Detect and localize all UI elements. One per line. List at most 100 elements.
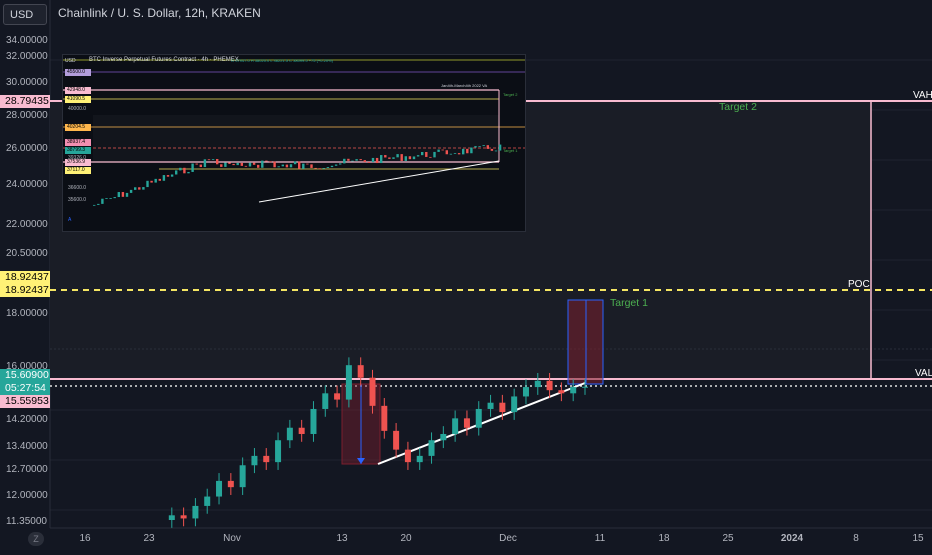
price-tick: 12.70000 xyxy=(6,464,48,475)
inset-candle xyxy=(306,163,309,165)
target2-label: Target 2 xyxy=(719,101,757,113)
inset-tick: 39326.0 xyxy=(68,155,87,161)
inset-badge: 45500.0 xyxy=(65,69,91,76)
time-tick: 15 xyxy=(912,533,924,544)
inset-candle xyxy=(146,180,149,188)
inset-range-label: Jan4th-March4th 2022 VA xyxy=(441,83,488,88)
inset-candle xyxy=(207,159,211,161)
candle-body xyxy=(298,427,305,434)
inset-candle xyxy=(474,146,477,148)
candle-body xyxy=(546,380,553,391)
currency-button[interactable]: USD xyxy=(3,4,47,25)
symbol-title[interactable]: Chainlink / U. S. Dollar, 12h, KRAKEN xyxy=(58,6,261,20)
inset-candle xyxy=(359,159,362,161)
val-price-badge: 15.55953 xyxy=(0,395,50,408)
val-label: VAL xyxy=(915,368,932,379)
candle-body xyxy=(487,402,494,409)
time-tick: 16 xyxy=(79,533,91,544)
inset-candle xyxy=(351,160,354,162)
inset-candle xyxy=(134,187,137,190)
inset-candle xyxy=(433,151,436,158)
top-bar: USD Chainlink / U. S. Dollar, 12h, KRAKE… xyxy=(0,0,932,28)
inset-candle xyxy=(400,154,403,161)
price-tick: 16.00000 xyxy=(6,361,48,372)
candle-body xyxy=(204,496,211,506)
time-tick: 13 xyxy=(336,533,348,544)
inset-badge: 37536.9 xyxy=(65,159,91,166)
inset-candle xyxy=(330,165,334,168)
candle-body xyxy=(428,440,435,456)
candle-body xyxy=(522,387,529,397)
time-tick: 2024 xyxy=(780,533,804,544)
inset-candle xyxy=(158,178,161,181)
candle-body xyxy=(216,480,223,497)
candle-body xyxy=(227,480,234,488)
time-tick: 18 xyxy=(658,533,670,544)
inset-target1-label: Target 1 xyxy=(503,148,518,153)
candle-body xyxy=(511,396,518,413)
inset-candle xyxy=(240,162,243,166)
inset-candle xyxy=(347,158,350,161)
inset-candle xyxy=(404,156,407,161)
inset-candle xyxy=(416,155,420,157)
inset-candle xyxy=(490,148,494,151)
inset-candle xyxy=(273,161,276,168)
inset-candle xyxy=(375,157,379,164)
inset-candle xyxy=(142,187,145,190)
price-tick: 14.20000 xyxy=(6,414,48,425)
inset-candle xyxy=(248,162,252,167)
inset-candle xyxy=(154,178,157,183)
inset-candle xyxy=(269,161,272,163)
price-tick: 20.50000 xyxy=(6,248,48,259)
inset-candle xyxy=(343,158,346,164)
candle-body xyxy=(475,408,482,428)
btc-inset-svg xyxy=(63,59,525,206)
time-tick: 25 xyxy=(722,533,734,544)
inset-candle xyxy=(445,150,448,155)
candle-body xyxy=(558,390,565,394)
inset-candle xyxy=(170,174,174,177)
inset-candle xyxy=(412,156,416,160)
inset-candle xyxy=(326,167,330,169)
inset-candle xyxy=(371,157,375,163)
poc-label: POC xyxy=(848,279,870,290)
candle-body xyxy=(251,455,258,466)
candle-body xyxy=(275,440,282,463)
inset-badge: 40204.5 xyxy=(65,124,91,131)
candle-body xyxy=(168,515,175,520)
candle-body xyxy=(180,515,187,519)
inset-badge: 37117.0 xyxy=(65,167,91,174)
vah-price-badge: 28.79435 xyxy=(0,95,50,108)
candle-body xyxy=(286,427,293,441)
inset-tick: 40000.0 xyxy=(68,106,87,112)
poc-price-badge-2: 18.92437 xyxy=(0,284,50,297)
inset-candle xyxy=(191,163,194,172)
inset-candle xyxy=(150,180,153,183)
inset-candle xyxy=(175,170,178,175)
inset-candle xyxy=(441,149,444,151)
inset-candle xyxy=(244,165,248,167)
time-tick: 11 xyxy=(594,533,606,544)
inset-candle xyxy=(236,162,239,166)
reset-scale-button[interactable]: Z xyxy=(28,532,44,546)
inset-candle xyxy=(392,157,395,159)
candle-body xyxy=(570,387,577,394)
inset-candle xyxy=(285,164,289,168)
time-tick: 20 xyxy=(400,533,412,544)
inset-candle xyxy=(498,144,502,151)
candle-body xyxy=(192,505,199,519)
inset-candle xyxy=(232,163,235,166)
price-tick: 18.00000 xyxy=(6,308,48,319)
time-tick: 8 xyxy=(853,533,859,544)
candle-body xyxy=(263,455,270,463)
inset-title: BTC Inverse Perpetual Futures Contract ·… xyxy=(89,57,239,63)
time-tick: Nov xyxy=(223,533,241,544)
inset-candle xyxy=(183,167,186,174)
candle-body xyxy=(499,402,506,413)
candle-body xyxy=(416,455,423,463)
price-tick: 11.35000 xyxy=(6,516,47,527)
inset-candle xyxy=(486,145,489,149)
inset-badge: 42948.0 xyxy=(65,87,91,94)
inset-candle xyxy=(203,159,207,168)
